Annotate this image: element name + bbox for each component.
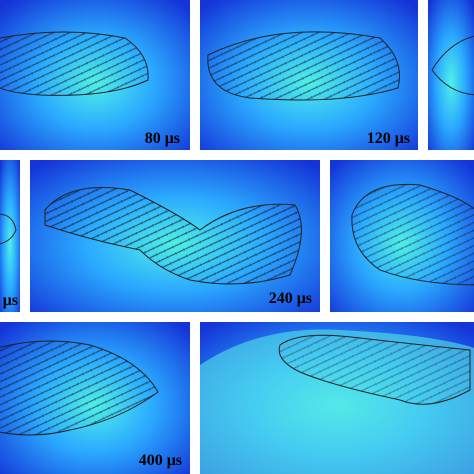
time-label: μs — [3, 292, 18, 309]
panel: 120 μs — [200, 0, 418, 150]
panel — [200, 322, 474, 474]
panel: 400 μs — [0, 322, 190, 474]
panel — [330, 160, 474, 312]
panel: μs — [0, 160, 20, 312]
time-label: 120 μs — [367, 130, 410, 147]
time-label: 400 μs — [139, 452, 182, 469]
panel: 80 μs — [0, 0, 190, 150]
time-label: 80 μs — [145, 130, 180, 147]
time-label: 240 μs — [269, 290, 312, 307]
panel: 240 μs — [30, 160, 320, 312]
panel — [428, 0, 474, 150]
